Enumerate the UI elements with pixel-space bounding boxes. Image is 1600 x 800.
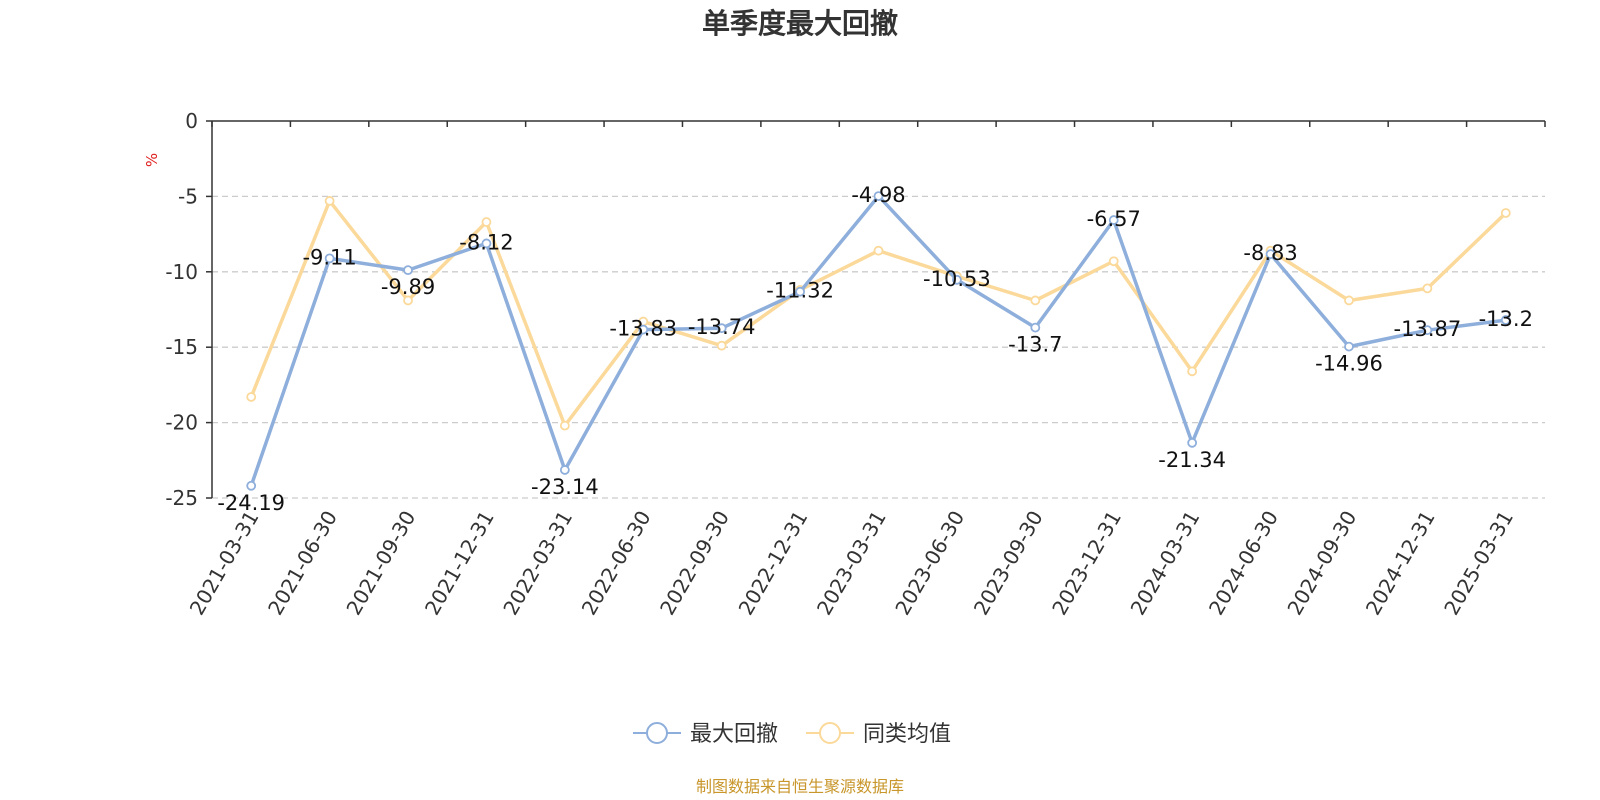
legend-marker-icon	[819, 722, 841, 744]
data-point[interactable]	[324, 253, 335, 264]
x-tick-label: 2025-03-31	[1439, 507, 1518, 620]
data-label: -13.2	[1479, 307, 1533, 331]
data-label: -9.11	[302, 245, 356, 269]
legend-marker-icon	[646, 722, 668, 744]
data-point[interactable]	[1422, 325, 1433, 336]
data-point[interactable]	[638, 324, 649, 335]
data-point[interactable]	[1030, 322, 1041, 333]
x-tick-label: 2021-09-30	[341, 507, 420, 620]
data-label: -8.12	[459, 230, 513, 254]
y-tick-label: -20	[165, 411, 198, 435]
data-source-note: 制图数据来自恒生聚源数据库	[696, 777, 904, 796]
chart-title: 单季度最大回撤	[702, 7, 898, 40]
x-tick-label: 2023-09-30	[969, 507, 1048, 620]
legend-label: 最大回撤	[690, 722, 778, 747]
x-tick-label: 2022-09-30	[655, 507, 734, 620]
data-point[interactable]	[324, 196, 335, 206]
data-point[interactable]	[1187, 437, 1198, 448]
series-line-0[interactable]	[249, 194, 1508, 488]
data-point[interactable]	[1108, 256, 1119, 267]
x-tick-label: 2023-12-31	[1047, 507, 1126, 620]
y-axis-unit: %	[143, 153, 161, 167]
data-point[interactable]	[1422, 283, 1433, 294]
x-tick-label: 2024-03-31	[1126, 507, 1205, 620]
data-point[interactable]	[246, 480, 257, 491]
data-label: -13.74	[688, 315, 756, 339]
data-point[interactable]	[873, 191, 884, 201]
data-label: -14.96	[1315, 352, 1383, 376]
x-tick-label: 2022-12-31	[734, 507, 813, 620]
y-tick-label: 0	[185, 109, 198, 133]
data-labels: -24.19-9.11-9.89-8.12-23.14-13.83 -13.74-…	[217, 183, 1533, 515]
data-label: -9.89	[381, 275, 435, 299]
data-point[interactable]	[559, 465, 570, 475]
data-label: -13.87	[1394, 317, 1462, 341]
x-tick-label: 2024-06-30	[1204, 507, 1283, 620]
data-point[interactable]	[246, 392, 257, 402]
data-point[interactable]	[795, 286, 805, 297]
x-tick-label: 2021-03-31	[185, 507, 264, 620]
data-point[interactable]	[716, 323, 727, 334]
data-point[interactable]	[1344, 341, 1354, 352]
x-tick-label: 2021-12-31	[420, 507, 499, 620]
x-tick-label: 2024-09-30	[1282, 507, 1361, 620]
series-lines	[246, 191, 1511, 491]
x-tick-label: 2022-03-31	[498, 507, 577, 620]
data-point[interactable]	[716, 340, 727, 351]
data-label: -11.32	[766, 279, 834, 303]
data-label: -24.19	[217, 491, 285, 515]
y-tick-label: -10	[165, 260, 198, 284]
legend-item-0[interactable]: 最大回撤	[633, 722, 778, 747]
data-point[interactable]	[952, 274, 962, 285]
data-point[interactable]	[873, 245, 884, 256]
y-tick-label: -5	[178, 184, 198, 208]
data-point[interactable]	[1265, 249, 1276, 260]
data-point[interactable]	[1187, 366, 1198, 377]
data-point[interactable]	[559, 420, 570, 431]
series-line-1[interactable]	[249, 199, 1508, 428]
x-tick-label: 2021-06-30	[263, 507, 342, 620]
data-point[interactable]	[403, 295, 413, 306]
data-label: -13.83	[609, 317, 677, 341]
data-point[interactable]	[1500, 208, 1511, 218]
data-label: -6.57	[1087, 207, 1141, 231]
y-tick-label: -15	[165, 335, 198, 359]
data-point[interactable]	[481, 238, 492, 249]
grid-lines	[212, 195, 1545, 499]
data-point[interactable]	[1344, 295, 1354, 306]
data-label: -4.98	[851, 183, 905, 207]
y-tick-label: -25	[165, 486, 198, 510]
data-point[interactable]	[1030, 295, 1041, 306]
data-point[interactable]	[1108, 215, 1119, 225]
data-label: -10.53	[923, 267, 991, 291]
data-point[interactable]	[1500, 315, 1511, 325]
data-point[interactable]	[481, 217, 492, 227]
legend-label: 同类均值	[863, 722, 951, 747]
data-label: -8.83	[1243, 241, 1297, 265]
legend[interactable]: 最大回撤 同类均值	[633, 722, 951, 747]
x-tick-label: 2023-03-31	[812, 507, 891, 620]
x-tick-label: 2023-06-30	[890, 507, 969, 620]
data-label: -13.7	[1008, 333, 1062, 357]
data-label: -21.34	[1158, 448, 1226, 472]
legend-item-1[interactable]: 同类均值	[806, 722, 951, 747]
x-tick-label: 2022-06-30	[577, 507, 656, 620]
x-tick-label: 2024-12-31	[1361, 507, 1440, 620]
data-label: -23.14	[531, 475, 599, 499]
data-point[interactable]	[403, 265, 413, 276]
